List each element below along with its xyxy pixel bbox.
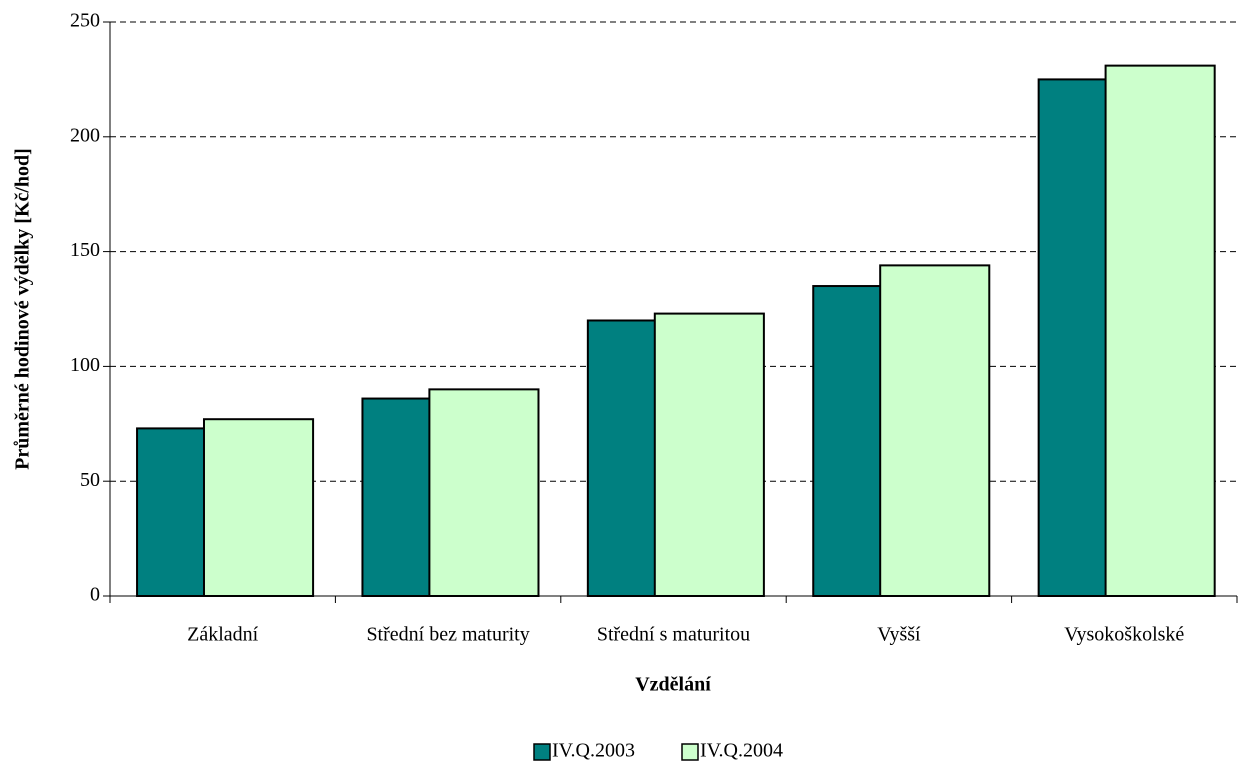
bar [428, 388, 540, 597]
x-tick-label: Vyšší [877, 624, 921, 646]
x-tick-label: Základní [187, 624, 259, 646]
y-axis-label: Průměrné hodinové výdělky [Kč/hod] [12, 148, 34, 470]
y-tick-label: 100 [70, 354, 100, 376]
x-axis-label: Vzdělání [635, 674, 711, 696]
bar [1104, 64, 1216, 597]
y-tick-label: 150 [70, 239, 100, 261]
bar [879, 264, 991, 597]
legend-label: IV.Q.2003 [552, 740, 635, 762]
y-tick-label: 250 [70, 10, 100, 32]
x-tick-label: Střední s maturitou [597, 624, 750, 646]
x-tick-label: Vysokoškolské [1064, 624, 1184, 646]
y-tick-label: 50 [80, 469, 100, 491]
y-tick-label: 0 [90, 584, 100, 606]
y-tick-label: 200 [70, 124, 100, 146]
legend-swatch [681, 743, 699, 761]
legend-swatch [533, 743, 551, 761]
bar [202, 418, 315, 598]
legend-label: IV.Q.2004 [700, 740, 783, 762]
x-tick-label: Střední bez maturity [366, 624, 529, 646]
bar [653, 312, 765, 597]
